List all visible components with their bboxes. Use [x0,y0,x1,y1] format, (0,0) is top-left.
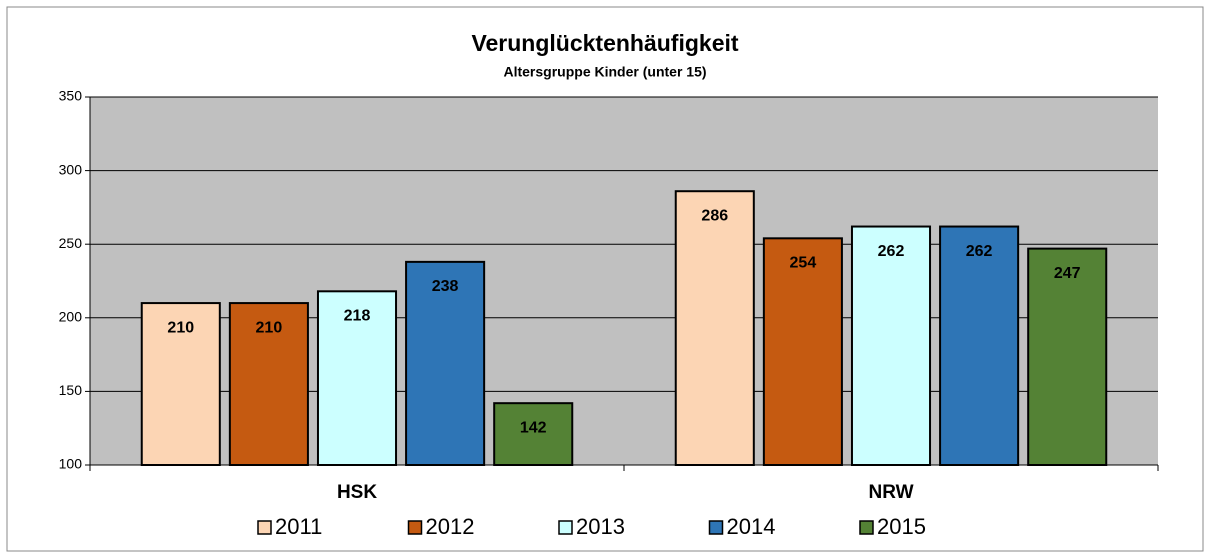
y-tick-label: 250 [59,235,83,251]
legend-label: 2011 [275,514,322,539]
bar [140,302,221,466]
legend-label: 2015 [877,514,926,539]
y-tick-label: 200 [59,309,83,325]
data-label: 142 [520,419,547,436]
bar [1027,247,1108,466]
x-tick-label: NRW [868,482,913,503]
data-label: 210 [167,319,194,336]
y-tick-label: 100 [59,456,83,472]
legend-swatch [558,520,573,535]
data-label: 254 [790,255,817,272]
legend-swatch [708,520,724,535]
bar [228,302,309,466]
bar [316,290,398,466]
x-tick-label: HSK [337,482,377,503]
legend-swatch [859,520,874,535]
legend-label: 2013 [576,514,625,539]
bar [674,190,755,466]
legend-label: 2012 [426,514,475,539]
legend-label: 2014 [727,514,776,539]
data-label: 286 [701,207,728,224]
bar [405,260,486,467]
bar [939,225,1020,466]
y-tick-label: 350 [59,88,83,104]
data-label: 262 [878,243,905,260]
y-tick-label: 300 [59,161,83,177]
data-label: 218 [344,308,371,325]
bar [850,225,932,466]
bar [762,237,843,466]
legend-swatch [407,520,423,535]
data-label: 210 [256,319,283,336]
y-tick-label: 150 [59,382,83,398]
data-label: 238 [432,278,459,295]
data-label: 262 [966,243,993,260]
chart-subtitle: Altersgruppe Kinder (unter 15) [503,64,706,80]
legend-swatch [257,520,272,535]
chart-title: Verunglücktenhäufigkeit [471,30,738,56]
data-label: 247 [1054,265,1081,282]
